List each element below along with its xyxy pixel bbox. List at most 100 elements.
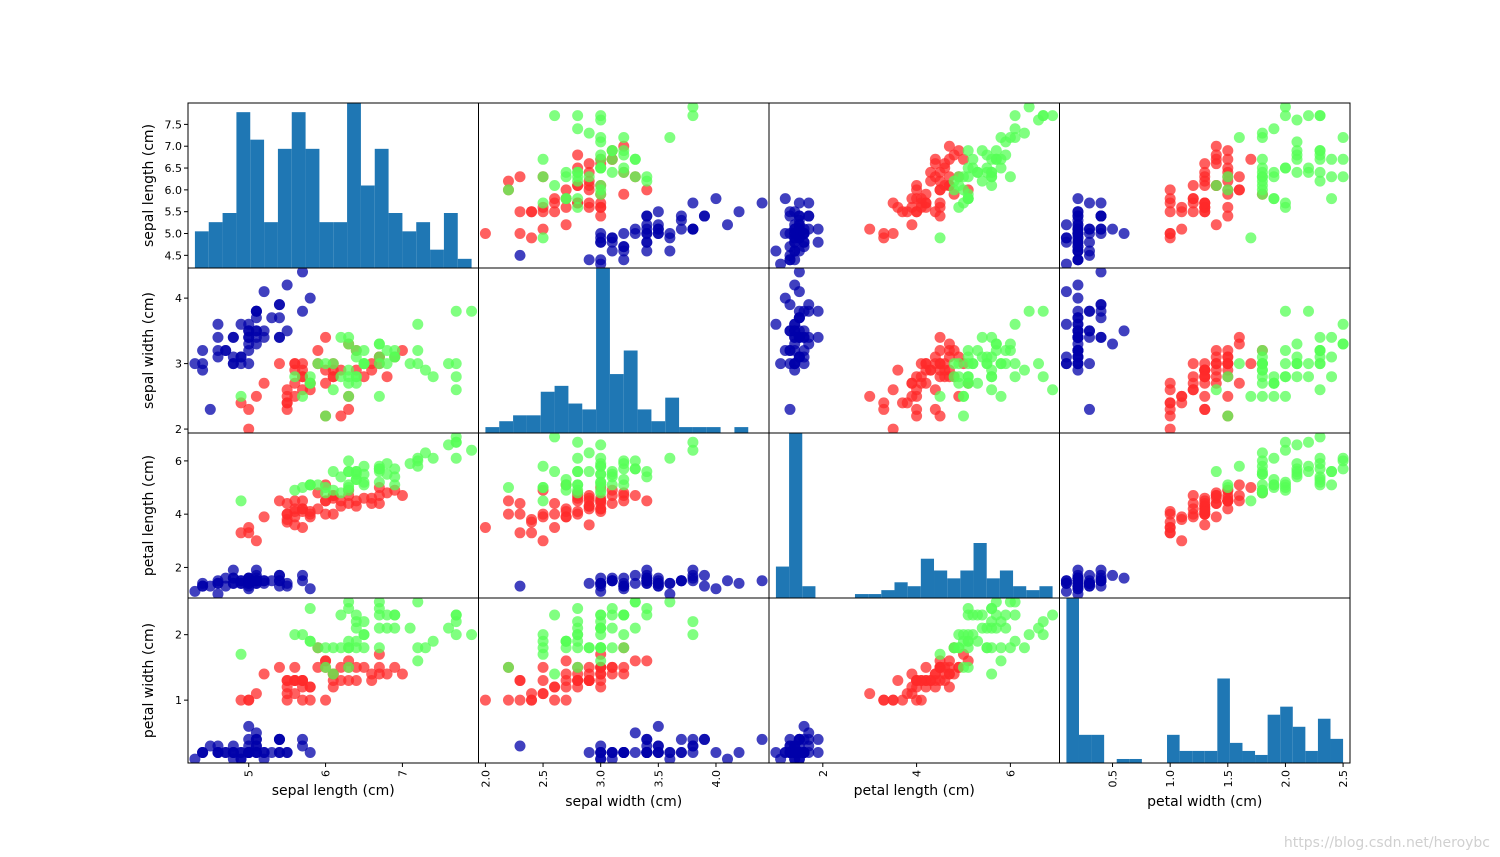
scatter-point — [943, 153, 955, 165]
y-axis-label: petal width (cm) — [141, 623, 157, 738]
scatter-point — [1303, 166, 1314, 178]
scatter-point — [1291, 136, 1303, 148]
scatter-point — [906, 219, 918, 231]
scatter-point — [1222, 410, 1234, 422]
hist-bar — [679, 427, 693, 433]
hist-bar — [236, 112, 251, 268]
scatter-point — [1210, 371, 1222, 383]
scatter-point — [381, 458, 393, 470]
scatter-point — [1256, 455, 1268, 467]
scatter-point — [297, 521, 309, 533]
panel-frame — [187, 267, 479, 434]
scatter-point — [939, 180, 951, 191]
scatter-point — [373, 338, 385, 350]
scatter-point — [1095, 223, 1107, 235]
scatter-point — [887, 384, 899, 396]
scatter-point — [976, 622, 988, 634]
scatter-point — [595, 162, 607, 174]
scatter-point — [629, 655, 641, 667]
scatter-point — [595, 110, 607, 122]
scatter-point — [273, 331, 285, 343]
scatter-point — [789, 245, 801, 257]
scatter-point — [929, 403, 941, 415]
scatter-point — [281, 325, 293, 337]
scatter-point — [641, 495, 653, 507]
scatter-point — [1164, 228, 1176, 240]
scatter-point — [526, 232, 538, 244]
scatter-point — [1199, 519, 1211, 531]
watermark-text: https://blog.csdn.net/heroybc — [1283, 835, 1490, 851]
hist-bar — [665, 397, 680, 433]
scatter-point — [227, 564, 239, 576]
scatter-point — [502, 508, 514, 520]
hist-bar — [402, 231, 417, 268]
scatter-point — [227, 331, 239, 343]
scatter-point — [733, 577, 745, 589]
scatter-point — [986, 616, 998, 628]
scatter-point — [618, 577, 630, 589]
scatter-point — [710, 583, 722, 595]
scatter-point — [1222, 145, 1234, 157]
hist-bar — [1229, 742, 1243, 763]
scatter-point — [335, 661, 347, 673]
scatter-point — [897, 397, 909, 409]
hist-bar — [999, 570, 1014, 598]
scatter-point — [1083, 249, 1095, 261]
scatter-point — [915, 675, 927, 686]
hist-bar — [554, 385, 569, 433]
scatter-point — [358, 476, 370, 488]
scatter-point — [1060, 258, 1072, 268]
x-tick-label: 6 — [1004, 770, 1017, 777]
scatter-point — [957, 153, 969, 165]
scatter-point — [1314, 471, 1326, 483]
scatter-point — [560, 511, 572, 523]
hist-bar — [623, 350, 638, 433]
scatter-point — [1072, 214, 1084, 226]
x-tick-label: 1.0 — [1164, 770, 1177, 788]
scatter-point — [1245, 358, 1257, 370]
scatter-point — [652, 206, 664, 218]
x-tick-label: 2.5 — [537, 770, 550, 788]
scatter-point — [990, 153, 1002, 165]
scatter-point — [1222, 171, 1234, 183]
scatter-point — [641, 184, 653, 196]
scatter-point — [1337, 171, 1349, 183]
panel-sw-vs-sl — [187, 267, 479, 434]
scatter-point — [1009, 110, 1021, 122]
hist-bar — [513, 415, 527, 433]
hist-bar — [499, 421, 514, 433]
scatter-point — [798, 223, 810, 235]
scatter-point — [320, 410, 332, 422]
scatter-point — [641, 236, 653, 248]
scatter-point — [549, 180, 561, 191]
panel-frame — [1059, 597, 1351, 764]
scatter-point — [629, 455, 641, 467]
scatter-point — [583, 500, 595, 512]
scatter-point — [1164, 206, 1176, 218]
scatter-point — [1083, 236, 1095, 248]
hist-bar — [1078, 734, 1092, 763]
scatter-point — [770, 747, 782, 759]
scatter-point — [335, 331, 347, 343]
hist-bar — [706, 427, 721, 433]
hist-bar — [1255, 754, 1268, 763]
scatter-point — [733, 747, 745, 759]
scatter-point — [1245, 495, 1257, 507]
scatter-point — [981, 166, 993, 178]
panel-pl-vs-pl — [768, 432, 1060, 599]
y-tick-label: 1 — [175, 694, 182, 707]
scatter-point — [381, 358, 393, 370]
scatter-point — [549, 498, 561, 510]
hist-bar — [802, 586, 816, 598]
scatter-point — [606, 466, 618, 478]
scatter-point — [687, 572, 699, 584]
scatter-point — [641, 609, 653, 621]
scatter-point — [1018, 127, 1030, 139]
scatter-point — [995, 642, 1007, 654]
scatter-point — [675, 747, 687, 759]
scatter-point — [427, 371, 439, 383]
scatter-point — [297, 305, 309, 317]
y-tick-label: 2 — [175, 423, 182, 436]
scatter-point — [250, 733, 262, 745]
scatter-point — [560, 184, 572, 196]
